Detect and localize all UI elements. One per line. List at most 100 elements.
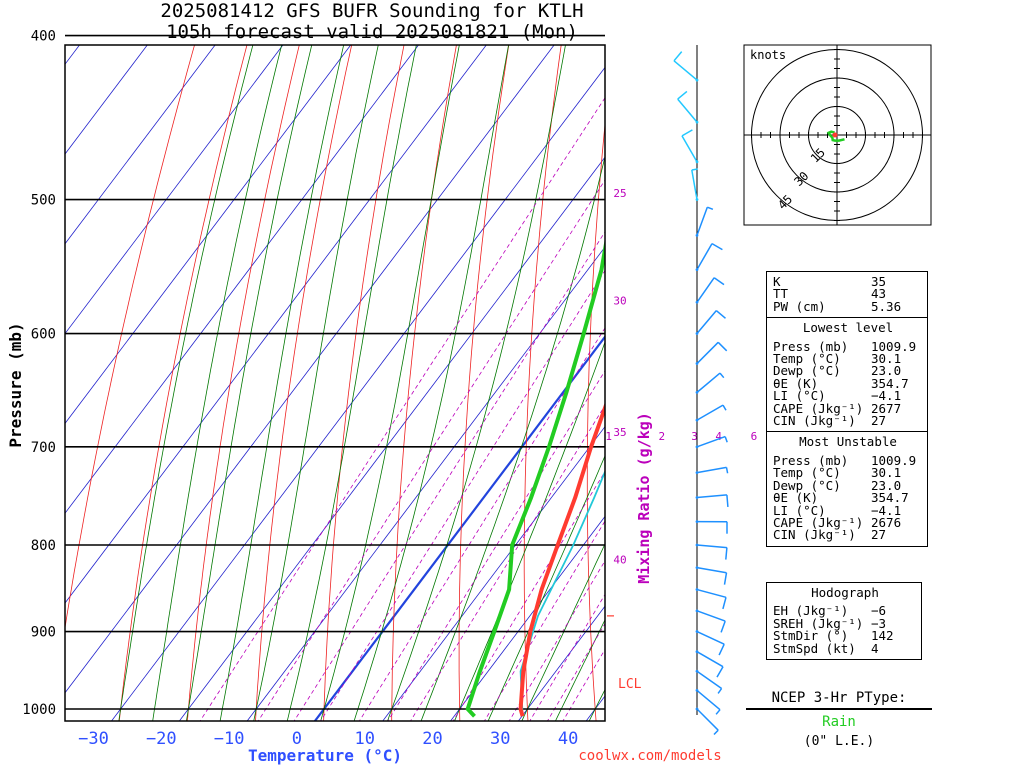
barb-staff [696,435,726,448]
mixing-ratio-line [358,327,605,721]
barb-staff [696,708,719,731]
barb-staff [696,466,727,474]
mixing-ratio-label: 25 [613,187,626,200]
freezing-isotherm [313,334,605,721]
x-tick-label: −20 [146,729,177,749]
wind-barb [695,404,727,422]
wind-barb [695,435,728,449]
index-value: 43 [871,286,887,302]
dry-adiabat [458,45,510,721]
index-row: TT 43 [773,286,923,302]
mixing-ratio-label: 4 [715,430,722,443]
dry-adiabat [523,45,562,721]
x-tick-label: 10 [354,729,374,749]
index-label: Dewp (°C) [773,363,841,379]
wind-barb [695,543,728,560]
barb-base [695,588,699,591]
lowest-level-section: Lowest level Press (mb) 1009.9 Temp (°C) 30… [767,317,927,431]
index-row: Press (mb) 1009.9 [773,452,923,468]
wind-barb [695,650,724,678]
index-value: 1009.9 [871,452,917,468]
moist-adiabat [555,618,605,721]
most-unstable-header: Most Unstable [799,434,897,450]
index-label: CIN (Jkg⁻¹) [773,527,856,543]
index-row: Temp (°C) 30.1 [773,466,923,479]
barb-staff [696,610,726,622]
index-value: 5.36 [871,298,902,314]
index-label: StmDir (°) [773,628,849,644]
moist-adiabat [186,45,313,721]
hodograph-params-header: Hodograph [811,585,879,600]
mixing-ratio-line [199,97,605,721]
x-tick-label: −10 [214,729,245,749]
mixing-ratio-label: 1 [605,430,612,443]
mixing-ratio-label: 3 [691,430,698,443]
index-row: θE (K) 354.7 [773,491,923,504]
index-value: 4 [871,640,879,656]
index-label: LI (°C) [773,388,826,404]
barb-base [695,707,699,711]
x-axis-label: Temperature (°C) [248,746,402,765]
mixing-ratio-line [529,593,605,721]
wind-barb [695,494,729,507]
storm-motion-marker [832,132,838,138]
axes: 1000900800700600500400300200−30−20−10010… [22,29,578,750]
index-label: Dewp (°C) [773,477,841,493]
isobars [65,34,605,710]
x-tick-label: 0 [292,729,302,749]
wind-barb [695,707,719,736]
moist-adiabat [588,688,605,721]
barb-flag [713,277,725,286]
mixing-ratio-label: 35 [613,426,626,439]
profiles [465,237,605,718]
barb-half-flag [722,404,727,411]
barb-base [695,650,699,654]
isotherm-line [178,156,605,721]
index-value: 2676 [871,514,902,530]
barb-base [695,543,699,547]
ptype-panel: NCEP 3-Hr PType: Rain (0" L.E.) [746,690,932,749]
index-row: LI (°C) −4.1 [773,504,923,517]
wind-barb [695,310,726,335]
index-label: EH (Jkg⁻¹) [773,603,849,619]
index-value: 142 [871,628,894,644]
index-row: CIN (Jkg⁻¹) 27 [773,527,923,543]
hodograph-params-table: Hodograph EH (Jkg⁻¹) −6 SREH (Jkg⁻¹) −3 StmD… [766,582,922,661]
barb-staff [691,169,698,200]
barb-staff [696,243,713,270]
isotherm-line [0,0,847,759]
barb-half-flag [717,688,723,694]
barb-base [695,418,699,422]
wind-barb [695,277,725,304]
barb-base [695,630,699,633]
barb-staff [696,544,727,549]
isotherm-line [382,425,605,721]
barb-base [695,332,699,335]
barb-half-flag [715,709,721,715]
mixing-ratio-line [508,560,605,721]
index-row: Dewp (°C) 23.0 [773,477,923,493]
wind-barb [695,520,728,534]
x-tick-label: 40 [558,729,578,749]
index-label: Press (mb) [773,338,849,354]
index-value: −4.1 [871,388,902,404]
index-row: PW (cm) 5.36 [773,298,923,314]
moist-adiabat [320,45,460,721]
index-row: LI (°C) −4.1 [773,388,923,404]
mixing-ratio-label: 30 [613,295,626,308]
mixing-ratio-label: 40 [613,554,626,567]
barb-staff [696,566,727,574]
dry-adiabat [928,0,1024,759]
barb-base [695,78,699,82]
moist-adiabat [353,45,509,721]
index-value: 1009.9 [871,338,917,354]
index-row: θE (K) 354.7 [773,377,923,390]
barb-base [695,390,699,394]
barb-base [695,520,699,524]
barb-staff [696,588,727,599]
barb-base [695,445,699,449]
isotherm-line [0,0,779,759]
moist-adiabat [487,454,605,721]
